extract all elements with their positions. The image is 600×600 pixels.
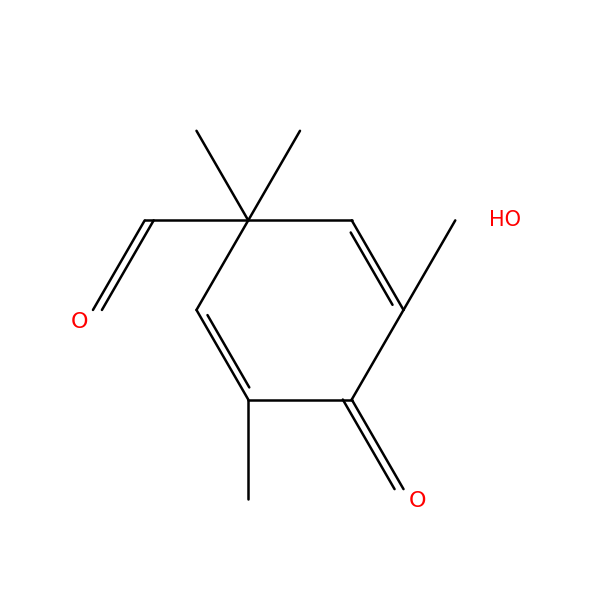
Text: HO: HO bbox=[489, 211, 521, 230]
Text: O: O bbox=[409, 491, 426, 511]
Text: O: O bbox=[70, 312, 88, 332]
